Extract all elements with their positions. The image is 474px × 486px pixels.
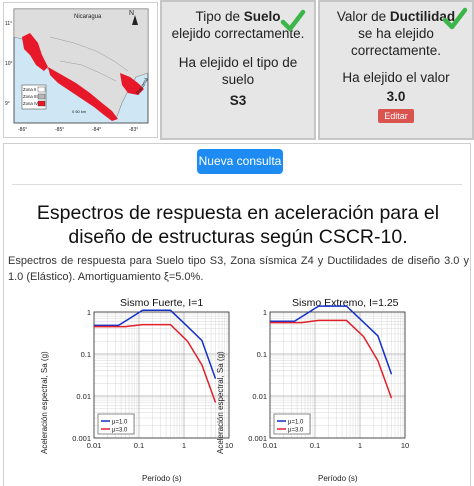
top-section: Nicaragua Panamá N Zona II Zona III Zona… [0, 0, 474, 140]
map-tick: -86° [18, 127, 27, 133]
chart-sismo-extremo: Sismo Extremo, I=1.25 Aceleración espect… [216, 294, 416, 484]
x-tick-label: 1 [358, 441, 362, 450]
y-tick-label: 0.1 [81, 350, 91, 359]
soil-card-line1: Tipo de Suelo [162, 8, 314, 25]
edit-button[interactable]: Editar [378, 109, 414, 123]
chart-sismo-fuerte: Sismo Fuerte, I=1 Aceleración espectral,… [40, 294, 240, 484]
series-line [94, 323, 217, 403]
map-label-top: Nicaragua [74, 14, 102, 20]
ductility-card-prefix: Valor de [336, 9, 390, 24]
page-title: Espectros de respuesta en aceleración pa… [36, 202, 440, 248]
x-tick-label: 0.1 [134, 441, 144, 450]
series-line [94, 309, 217, 379]
map-north-label: N [129, 10, 134, 17]
y-tick-label: 0.01 [76, 392, 91, 401]
x-tick-label: 1 [182, 441, 186, 450]
soil-card-prefix: Tipo de [195, 9, 244, 24]
chart-x-axis-label: Período (s) [142, 474, 182, 483]
soil-card-line3: Ha elejido el tipo de suelo [178, 55, 298, 87]
map-tick: 10° [5, 61, 13, 67]
soil-card-line2: elejido correctamente. [171, 26, 305, 41]
seismic-zone-map: Nicaragua Panamá N Zona II Zona III Zona… [3, 2, 158, 138]
map-tick: -84° [92, 127, 101, 133]
y-tick-label: 0.001 [72, 434, 91, 443]
results-panel: Nueva consulta Espectros de respuesta en… [3, 143, 471, 486]
soil-card-keyword: Suelo [243, 9, 281, 24]
checkmark-icon [442, 7, 468, 30]
map-zone-label: Zona III [23, 94, 38, 99]
map-zone-label: Zona IV [23, 101, 38, 106]
map-scale-label: 0 60 km [72, 109, 87, 114]
ductility-card-line4: Ha elejido el valor [342, 70, 450, 85]
map-tick: 9° [5, 101, 10, 107]
ductility-card-line3: correctamente. [350, 43, 442, 58]
divider [12, 184, 462, 185]
ductility-card: Valor de Ductilidad se ha elejido correc… [318, 0, 474, 140]
x-tick-label: 10 [225, 441, 233, 450]
x-tick-label: 10 [401, 441, 409, 450]
checkmark-icon [280, 9, 306, 32]
spectra-description: Espectros de respuesta para Suelo tipo S… [8, 255, 469, 283]
map-tick: -83° [129, 127, 138, 133]
map-tick: 11° [5, 21, 12, 27]
plot-frame [269, 311, 406, 439]
y-tick-label: 0.1 [257, 350, 267, 359]
ductility-card-line2: se ha elejido [358, 26, 434, 41]
y-tick-label: 1 [87, 308, 91, 317]
north-arrow-icon [132, 15, 138, 25]
map-tick: -85° [55, 127, 64, 133]
plot-frame [93, 311, 230, 439]
y-tick-label: 0.001 [248, 434, 267, 443]
new-query-button[interactable]: Nueva consulta [197, 149, 283, 174]
y-tick-label: 1 [263, 308, 267, 317]
x-tick-label: 0.1 [310, 441, 320, 450]
chart-x-axis-label: Período (s) [318, 474, 358, 483]
ductility-card-keyword: Ductilidad [389, 9, 456, 24]
y-tick-label: 0.01 [252, 392, 267, 401]
ductility-value: 3.0 [386, 89, 406, 104]
soil-type-card: Tipo de Suelo elejido correctamente. Ha … [160, 0, 316, 140]
series-line [270, 319, 393, 399]
map-svg: Nicaragua Panamá N Zona II Zona III Zona… [4, 3, 157, 137]
x-tick-label: 0.01 [87, 441, 102, 450]
ductility-card-line1: Valor de Ductilidad [320, 8, 472, 25]
x-tick-label: 0.01 [263, 441, 278, 450]
series-line [270, 305, 393, 375]
soil-type-value: S3 [229, 93, 247, 108]
legend-label: μ=1.0 [112, 420, 128, 426]
legend-label: μ=1.0 [288, 420, 304, 426]
chart-title: Sismo Fuerte, I=1 [120, 297, 204, 309]
legend-label: μ=3.0 [288, 428, 304, 434]
legend-label: μ=3.0 [112, 428, 128, 434]
map-zone-label: Zona II [23, 87, 36, 92]
